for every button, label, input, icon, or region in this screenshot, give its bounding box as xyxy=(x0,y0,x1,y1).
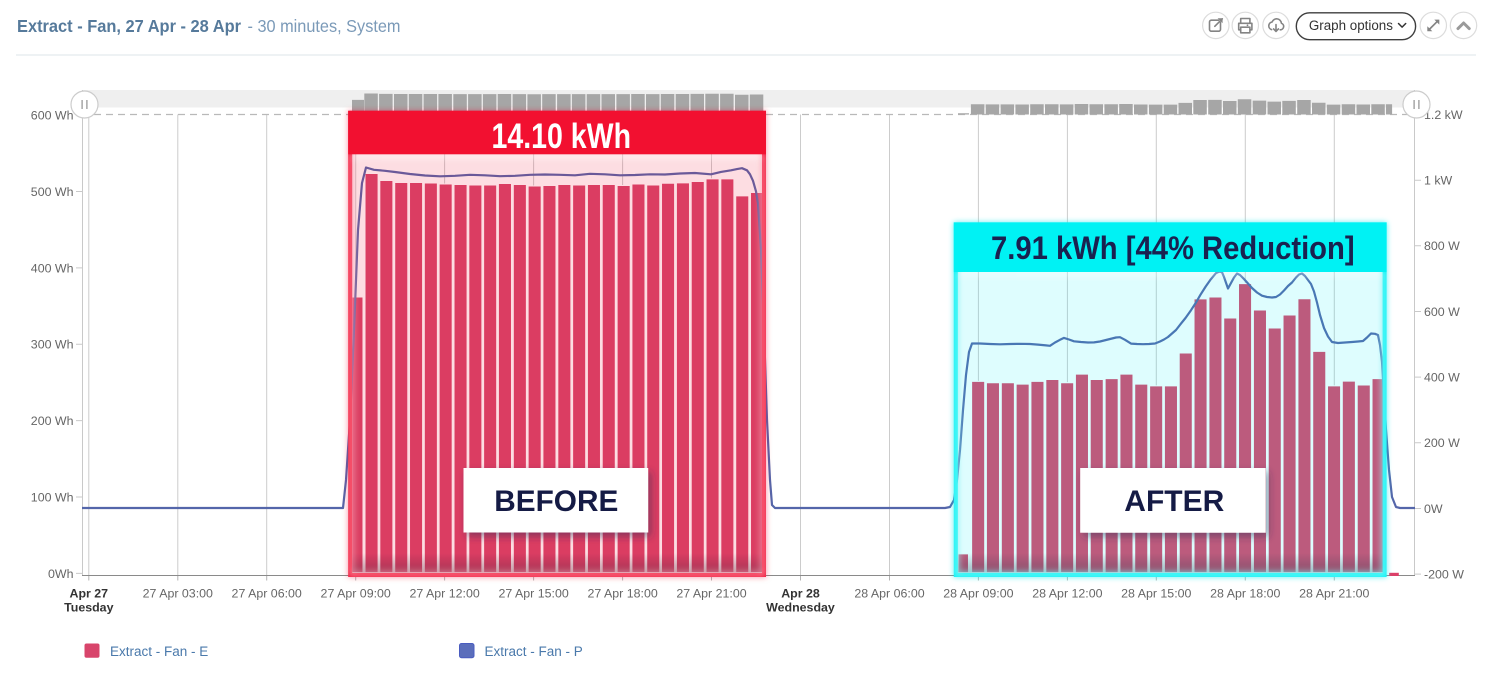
svg-text:7.91 kWh [44% Reduction]: 7.91 kWh [44% Reduction] xyxy=(991,230,1355,266)
svg-text:400 W: 400 W xyxy=(1424,371,1460,385)
svg-text:27 Apr 18:00: 27 Apr 18:00 xyxy=(587,587,657,601)
svg-text:AFTER: AFTER xyxy=(1124,485,1224,518)
svg-text:27 Apr 15:00: 27 Apr 15:00 xyxy=(498,587,568,601)
svg-text:28 Apr 12:00: 28 Apr 12:00 xyxy=(1032,587,1102,601)
svg-text:BEFORE: BEFORE xyxy=(494,485,618,518)
svg-text:400 Wh: 400 Wh xyxy=(31,261,74,275)
svg-text:200 Wh: 200 Wh xyxy=(31,414,74,428)
svg-text:Tuesday: Tuesday xyxy=(64,601,113,615)
svg-text:200 W: 200 W xyxy=(1424,436,1460,450)
svg-text:Extract - Fan, 27 Apr - 28 Apr: Extract - Fan, 27 Apr - 28 Apr xyxy=(17,16,241,36)
svg-text:28 Apr 06:00: 28 Apr 06:00 xyxy=(854,587,924,601)
svg-text:27 Apr 03:00: 27 Apr 03:00 xyxy=(143,587,213,601)
svg-text:28 Apr 09:00: 28 Apr 09:00 xyxy=(943,587,1013,601)
svg-text:Extract - Fan - P: Extract - Fan - P xyxy=(485,644,583,659)
svg-text:100 Wh: 100 Wh xyxy=(31,490,74,504)
svg-text:0W: 0W xyxy=(1424,502,1443,516)
svg-text:Apr 27: Apr 27 xyxy=(70,587,109,601)
svg-text:27 Apr 06:00: 27 Apr 06:00 xyxy=(232,587,302,601)
svg-text:Apr 28: Apr 28 xyxy=(781,587,820,601)
svg-text:1 kW: 1 kW xyxy=(1424,174,1453,188)
svg-text:28 Apr 15:00: 28 Apr 15:00 xyxy=(1121,587,1191,601)
svg-text:27 Apr 21:00: 27 Apr 21:00 xyxy=(676,587,746,601)
svg-text:27 Apr 12:00: 27 Apr 12:00 xyxy=(409,587,479,601)
svg-text:- 30 minutes, System: - 30 minutes, System xyxy=(248,16,401,36)
svg-text:27 Apr 09:00: 27 Apr 09:00 xyxy=(321,587,391,601)
svg-text:Extract - Fan - E: Extract - Fan - E xyxy=(110,644,208,659)
svg-text:-200 W: -200 W xyxy=(1424,568,1464,582)
svg-text:600 Wh: 600 Wh xyxy=(31,109,74,123)
svg-text:600 W: 600 W xyxy=(1424,305,1460,319)
svg-text:Wednesday: Wednesday xyxy=(766,601,835,615)
svg-text:500 Wh: 500 Wh xyxy=(31,185,74,199)
svg-text:28 Apr 18:00: 28 Apr 18:00 xyxy=(1210,587,1280,601)
svg-text:800 W: 800 W xyxy=(1424,239,1460,253)
svg-text:0Wh: 0Wh xyxy=(48,567,74,581)
svg-text:28 Apr 21:00: 28 Apr 21:00 xyxy=(1299,587,1369,601)
svg-text:300 Wh: 300 Wh xyxy=(31,338,74,352)
svg-text:14.10 kWh: 14.10 kWh xyxy=(492,116,632,156)
svg-text:Graph options: Graph options xyxy=(1309,18,1393,33)
svg-text:1.2 kW: 1.2 kW xyxy=(1424,108,1463,122)
